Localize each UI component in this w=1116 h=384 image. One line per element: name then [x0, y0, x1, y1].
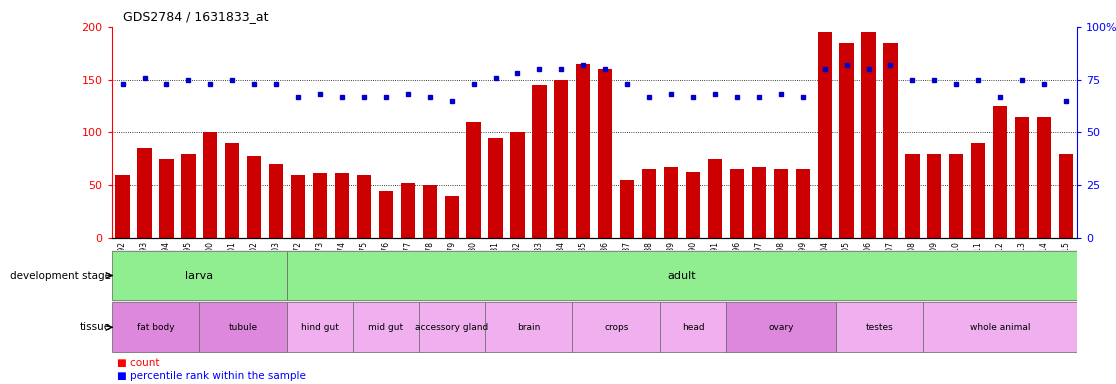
Bar	[423, 185, 436, 238]
Bar	[444, 196, 459, 238]
Bar	[401, 183, 415, 238]
Bar	[620, 180, 634, 238]
Text: hind gut: hind gut	[301, 323, 339, 332]
Bar	[312, 173, 327, 238]
Bar	[664, 167, 679, 238]
Bar	[576, 64, 590, 238]
Bar	[287, 251, 1077, 300]
Bar	[225, 143, 240, 238]
Bar	[836, 303, 923, 352]
Bar	[993, 106, 1008, 238]
Bar	[510, 132, 525, 238]
Text: tissue: tissue	[80, 322, 112, 333]
Text: accessory gland: accessory gland	[415, 323, 489, 332]
Text: brain: brain	[517, 323, 540, 332]
Bar	[752, 167, 766, 238]
Bar	[418, 303, 484, 352]
Bar	[247, 156, 261, 238]
Text: larva: larva	[185, 270, 213, 281]
Bar	[484, 303, 573, 352]
Bar	[1059, 154, 1074, 238]
Bar	[137, 148, 152, 238]
Bar	[660, 303, 725, 352]
Text: tubule: tubule	[229, 323, 258, 332]
Bar	[884, 43, 897, 238]
Bar	[773, 169, 788, 238]
Bar	[818, 32, 831, 238]
Bar	[378, 190, 393, 238]
Bar	[1037, 117, 1051, 238]
Text: head: head	[682, 323, 704, 332]
Bar	[489, 138, 502, 238]
Text: mid gut: mid gut	[368, 323, 403, 332]
Text: adult: adult	[667, 270, 696, 281]
Bar	[839, 43, 854, 238]
Bar	[923, 303, 1077, 352]
Bar	[949, 154, 963, 238]
Bar	[466, 122, 481, 238]
Bar	[335, 173, 349, 238]
Bar	[971, 143, 985, 238]
Text: ovary: ovary	[768, 323, 793, 332]
Text: development stage: development stage	[10, 270, 112, 281]
Bar	[160, 159, 174, 238]
Bar	[200, 303, 287, 352]
Bar	[862, 32, 876, 238]
Bar	[927, 154, 942, 238]
Bar	[287, 303, 353, 352]
Bar	[598, 69, 613, 238]
Bar	[686, 172, 700, 238]
Bar	[181, 154, 195, 238]
Text: crops: crops	[604, 323, 628, 332]
Bar	[269, 164, 283, 238]
Bar	[115, 175, 129, 238]
Text: whole animal: whole animal	[970, 323, 1030, 332]
Text: testes: testes	[866, 323, 894, 332]
Bar	[353, 303, 418, 352]
Bar	[203, 132, 218, 238]
Bar	[905, 154, 920, 238]
Bar	[796, 169, 810, 238]
Bar	[725, 303, 836, 352]
Text: ■ count: ■ count	[117, 358, 160, 368]
Text: fat body: fat body	[136, 323, 174, 332]
Bar	[555, 79, 568, 238]
Bar	[708, 159, 722, 238]
Bar	[642, 169, 656, 238]
Text: GDS2784 / 1631833_at: GDS2784 / 1631833_at	[123, 10, 268, 23]
Text: ■ percentile rank within the sample: ■ percentile rank within the sample	[117, 371, 306, 381]
Bar	[112, 303, 200, 352]
Bar	[532, 85, 547, 238]
Bar	[291, 175, 305, 238]
Bar	[112, 251, 287, 300]
Bar	[357, 175, 371, 238]
Bar	[730, 169, 744, 238]
Bar	[573, 303, 660, 352]
Bar	[1014, 117, 1029, 238]
